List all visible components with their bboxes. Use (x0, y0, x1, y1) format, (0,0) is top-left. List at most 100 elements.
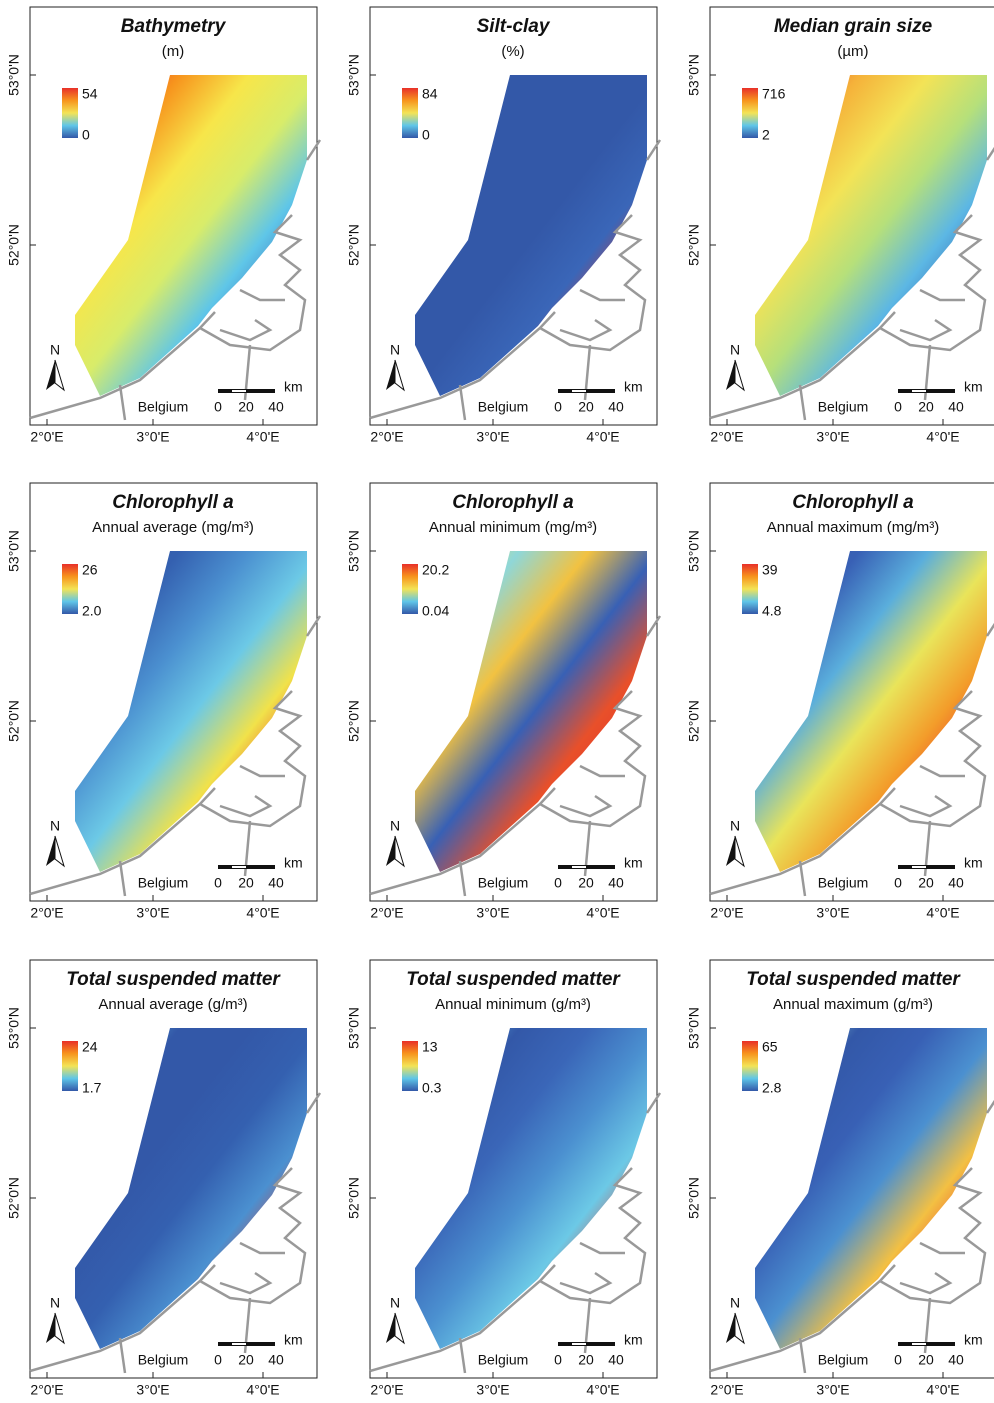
lat-label: 52°0'N (346, 700, 362, 742)
scale-bar (558, 389, 615, 393)
legend-max: 26 (82, 562, 98, 578)
north-arrow (726, 1313, 735, 1343)
scale-unit: km (624, 855, 643, 871)
scale-label: 20 (238, 399, 254, 415)
map-panel: Total suspended matter Annual average (g/… (6, 959, 322, 1398)
lon-label: 2°0'E (370, 905, 403, 921)
lat-label: 52°0'N (686, 224, 702, 266)
lat-label: 53°0'N (686, 530, 702, 572)
lon-label: 4°0'E (246, 1382, 279, 1398)
country-label: Belgium (818, 399, 869, 415)
lon-label: 4°0'E (926, 905, 959, 921)
legend-bar (402, 564, 418, 614)
coastline (369, 615, 662, 897)
legend-max: 24 (82, 1039, 98, 1055)
panel-title: Chlorophyll a (112, 492, 234, 513)
panel-subtitle: Annual average (mg/m³) (92, 519, 254, 536)
country-label: Belgium (818, 875, 869, 891)
scale-label: 40 (268, 875, 284, 891)
scale-bar-segment (232, 390, 246, 392)
scale-label: 20 (238, 1352, 254, 1368)
panel-subtitle: (µm) (837, 43, 868, 60)
scale-label: 0 (554, 1352, 562, 1368)
lon-label: 3°0'E (136, 1382, 169, 1398)
map-panel: Bathymetry (m) 54 0 53°0'N 52°0'N 2°0'E 3°0'E 4°… (6, 6, 322, 445)
scale-label: 0 (894, 399, 902, 415)
sea-area (755, 551, 987, 872)
map-panel: Median grain size (µm) 716 2 53°0'N 52°0'N 2°0… (686, 6, 994, 445)
scale-bar-segment (912, 390, 926, 392)
north-arrow (726, 836, 735, 866)
north-arrow (386, 360, 395, 390)
scale-bar-segment (232, 866, 246, 868)
north-arrow-outline (734, 1312, 745, 1345)
panel-title: Chlorophyll a (452, 492, 574, 513)
north-arrow (726, 360, 735, 390)
lat-label: 52°0'N (6, 224, 22, 266)
scale-bar (898, 865, 955, 869)
sea-area (415, 75, 647, 396)
map-panel: Silt-clay (%) 84 0 53°0'N 52°0'N 2°0'E 3°0'E 4°0… (346, 6, 662, 445)
lon-label: 2°0'E (710, 429, 743, 445)
scale-bar-segment (232, 1343, 246, 1345)
legend-min: 4.8 (762, 603, 782, 619)
scale-bar-segment (912, 866, 926, 868)
legend-bar (742, 564, 758, 614)
legend-bar (62, 564, 78, 614)
map-panel: Chlorophyll a Annual maximum (mg/m³) 39 4.8… (686, 482, 994, 921)
scale-bar-segment (572, 390, 586, 392)
panel-subtitle: (%) (501, 43, 524, 60)
lat-label: 52°0'N (6, 700, 22, 742)
coastline (29, 139, 322, 421)
legend-max: 716 (762, 86, 786, 102)
lon-label: 4°0'E (586, 1382, 619, 1398)
lat-label: 53°0'N (686, 1007, 702, 1049)
legend-bar (402, 1041, 418, 1091)
lon-label: 4°0'E (926, 429, 959, 445)
lon-label: 2°0'E (30, 905, 63, 921)
scale-label: 0 (894, 875, 902, 891)
panel-subtitle: Annual maximum (mg/m³) (767, 519, 940, 536)
scale-unit: km (284, 855, 303, 871)
lat-label: 52°0'N (686, 1177, 702, 1219)
lon-label: 3°0'E (136, 905, 169, 921)
north-label: N (50, 1295, 60, 1311)
lat-label: 52°0'N (686, 700, 702, 742)
north-label: N (50, 818, 60, 834)
north-arrow (386, 1313, 395, 1343)
legend-min: 0 (422, 127, 430, 143)
legend-bar (402, 88, 418, 138)
lon-label: 4°0'E (586, 905, 619, 921)
panel-title: Silt-clay (477, 16, 551, 37)
lat-label: 53°0'N (6, 54, 22, 96)
country-label: Belgium (478, 875, 529, 891)
scale-label: 20 (918, 399, 934, 415)
scale-bar (898, 389, 955, 393)
scale-unit: km (624, 1332, 643, 1348)
scale-unit: km (964, 1332, 983, 1348)
sea-area (415, 1028, 647, 1349)
scale-label: 20 (578, 399, 594, 415)
coastline (29, 1092, 322, 1374)
legend-max: 13 (422, 1039, 438, 1055)
panel-subtitle: (m) (162, 43, 185, 60)
scale-bar-segment (572, 866, 586, 868)
scale-bar-segment (572, 1343, 586, 1345)
coastline (369, 1092, 662, 1374)
lat-label: 52°0'N (6, 1177, 22, 1219)
lat-label: 53°0'N (346, 1007, 362, 1049)
legend-min: 0.04 (422, 603, 449, 619)
sea-area (755, 1028, 987, 1349)
lon-label: 3°0'E (476, 1382, 509, 1398)
map-panel: Chlorophyll a Annual average (mg/m³) 26 2.0… (6, 482, 322, 921)
scale-label: 0 (554, 875, 562, 891)
lat-label: 52°0'N (346, 1177, 362, 1219)
panel-title: Chlorophyll a (792, 492, 914, 513)
panel-subtitle: Annual average (g/m³) (98, 996, 247, 1013)
lat-label: 53°0'N (346, 530, 362, 572)
panel-subtitle: Annual minimum (g/m³) (435, 996, 591, 1013)
scale-label: 20 (918, 875, 934, 891)
legend-min: 2.8 (762, 1080, 782, 1096)
scale-label: 0 (214, 1352, 222, 1368)
